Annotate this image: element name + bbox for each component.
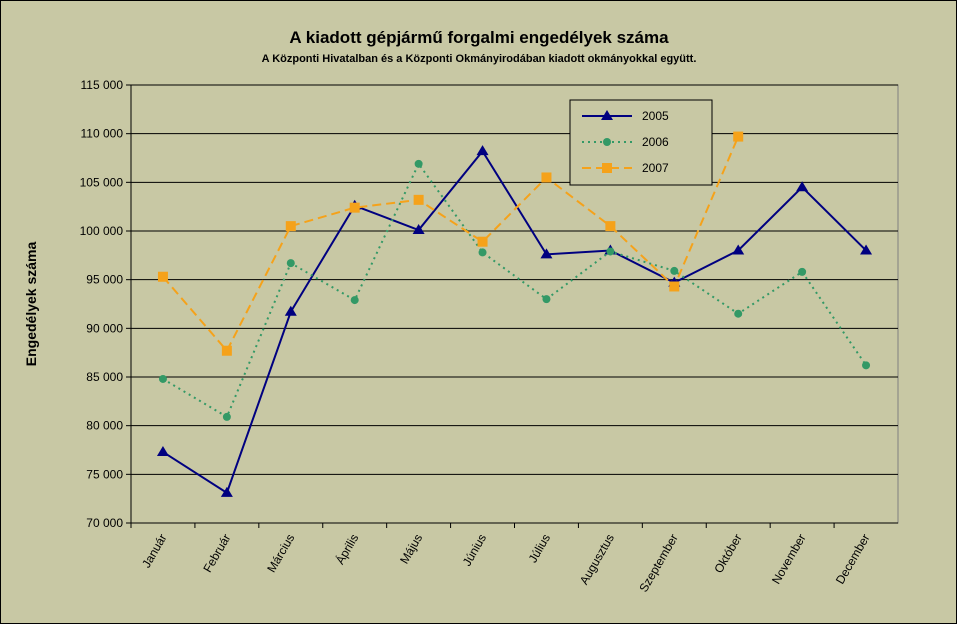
marker — [477, 236, 488, 247]
marker — [476, 145, 489, 156]
marker — [540, 248, 553, 259]
y-tick-label: 70 000 — [86, 516, 123, 530]
legend — [569, 99, 713, 186]
marker — [605, 221, 616, 232]
marker — [606, 247, 615, 256]
y-tick-label: 100 000 — [80, 224, 124, 238]
legend-label: 2005 — [642, 109, 669, 123]
y-tick-label: 90 000 — [86, 321, 123, 335]
series-line — [162, 136, 740, 353]
marker — [796, 181, 809, 192]
chart-title: A kiadott gépjármű forgalmi engedélyek s… — [289, 28, 669, 47]
marker — [542, 295, 551, 304]
marker — [733, 131, 744, 142]
marker — [414, 159, 423, 168]
marker — [732, 244, 745, 255]
y-tick-label: 85 000 — [86, 370, 123, 384]
legend-label: 2007 — [642, 161, 669, 175]
series-line — [162, 149, 867, 495]
marker — [350, 296, 359, 305]
legend-marker — [602, 163, 612, 173]
marker — [222, 412, 231, 421]
y-tick-label: 115 000 — [81, 78, 124, 92]
marker — [862, 361, 871, 370]
marker — [413, 194, 424, 205]
y-tick-label: 95 000 — [86, 273, 123, 287]
legend-marker — [601, 110, 613, 120]
marker — [349, 202, 360, 213]
marker — [156, 445, 169, 456]
marker — [285, 221, 296, 232]
marker — [284, 305, 297, 316]
series-line — [162, 161, 867, 419]
marker — [221, 345, 232, 356]
legend-label: 2006 — [642, 135, 669, 149]
y-axis-title: Engedélyek száma — [23, 242, 39, 367]
marker — [734, 309, 743, 318]
marker — [478, 248, 487, 257]
y-tick-label: 105 000 — [80, 175, 124, 189]
y-tick-label: 110 000 — [81, 127, 124, 141]
marker — [412, 224, 425, 235]
marker — [860, 244, 873, 255]
marker — [798, 267, 807, 276]
marker — [158, 374, 167, 383]
marker — [670, 266, 679, 275]
y-tick-label: 75 000 — [86, 467, 123, 481]
marker — [669, 281, 680, 292]
marker — [541, 172, 552, 183]
chart-subtitle: A Központi Hivatalban és a Központi Okmá… — [262, 53, 697, 65]
marker — [157, 271, 168, 282]
legend-marker — [603, 138, 611, 146]
marker — [286, 259, 295, 268]
marker — [220, 486, 233, 497]
y-tick-label: 80 000 — [86, 419, 123, 433]
